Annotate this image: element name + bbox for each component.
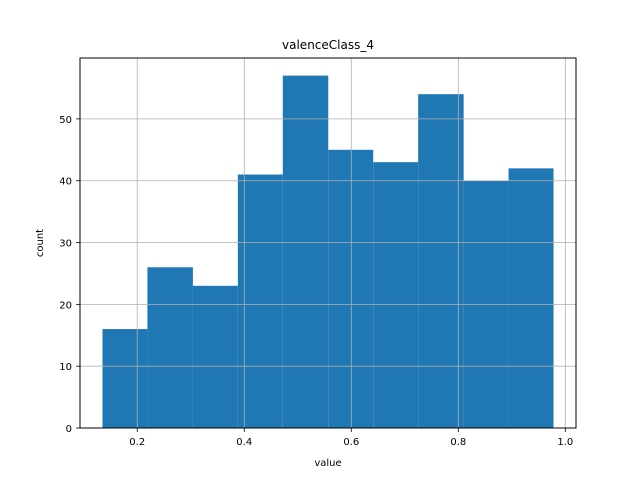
- x-tick-label: 1.0: [557, 437, 573, 448]
- y-tick-label: 10: [59, 362, 72, 373]
- histogram-bar: [147, 267, 193, 428]
- x-tick-label: 0.8: [450, 437, 466, 448]
- bars: [102, 75, 554, 429]
- x-axis-label: value: [314, 458, 341, 469]
- x-tick-label: 0.6: [343, 437, 359, 448]
- histogram-bar: [508, 168, 554, 428]
- histogram-bar: [373, 162, 419, 429]
- chart-title: valenceClass_4: [282, 38, 374, 52]
- histogram-bar: [102, 329, 148, 428]
- ticks: 0.2 0.4 0.6 0.8 1.0 0 10 20 30 40 50: [59, 115, 573, 448]
- y-tick-label: 0: [66, 424, 72, 435]
- y-tick-label: 50: [59, 115, 72, 126]
- y-tick-label: 20: [59, 300, 72, 311]
- y-tick-label: 30: [59, 239, 72, 250]
- histogram-bar: [192, 285, 238, 428]
- histogram-bar: [418, 94, 464, 429]
- plot-frame: [79, 57, 577, 429]
- histogram-bar: [237, 174, 283, 428]
- histogram-bar: [328, 149, 374, 429]
- y-tick-label: 40: [59, 177, 72, 188]
- x-tick-label: 0.2: [129, 437, 145, 448]
- x-tick-label: 0.4: [236, 437, 252, 448]
- histogram-bar: [282, 75, 329, 429]
- y-axis-label: count: [35, 229, 46, 257]
